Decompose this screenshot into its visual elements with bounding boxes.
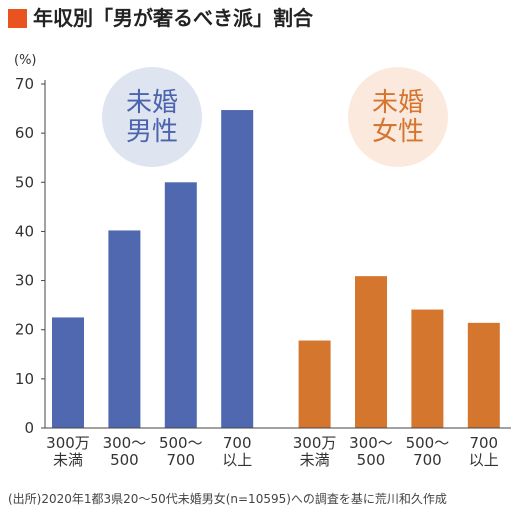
x-tick-label: 300万未満 — [46, 434, 90, 469]
y-tick-label: 50 — [15, 173, 34, 191]
bar — [52, 317, 84, 428]
y-tick-label: 70 — [15, 75, 34, 93]
y-tick-label: 30 — [15, 272, 34, 290]
x-tick-label: 300～ 500 — [349, 434, 393, 469]
bar — [164, 182, 197, 428]
y-tick-label: 10 — [15, 370, 34, 388]
legend-bubble — [102, 67, 202, 167]
y-tick-label: 60 — [15, 124, 34, 142]
y-unit: (%) — [14, 53, 37, 68]
bar — [467, 322, 500, 428]
y-tick-label: 0 — [24, 419, 34, 437]
bar — [355, 276, 387, 428]
source-note: (出所)2020年1都3県20～50代未婚男女(n=10595)への調査を基に荒… — [8, 491, 447, 506]
legend-label: 未婚女性 — [372, 88, 424, 147]
legend-bubble — [348, 67, 448, 167]
title-marker — [8, 9, 27, 28]
bar — [108, 230, 141, 428]
x-tick-label: 300～ 500 — [103, 434, 147, 469]
y-tick-label: 20 — [15, 321, 34, 339]
x-tick-label: 500～ 700 — [406, 434, 450, 469]
x-tick-label: 700 以上 — [469, 434, 499, 469]
bar — [411, 309, 444, 428]
y-tick-label: 40 — [15, 222, 34, 240]
legend-label: 未婚男性 — [126, 88, 178, 147]
bar — [298, 340, 331, 428]
chart-title: 年収別「男が奢るべき派」割合 — [33, 6, 314, 30]
x-tick-label: 700 以上 — [222, 434, 252, 469]
x-tick-label: 300万未満 — [293, 434, 337, 469]
bar — [221, 110, 254, 428]
x-tick-label: 500～ 700 — [159, 434, 203, 469]
